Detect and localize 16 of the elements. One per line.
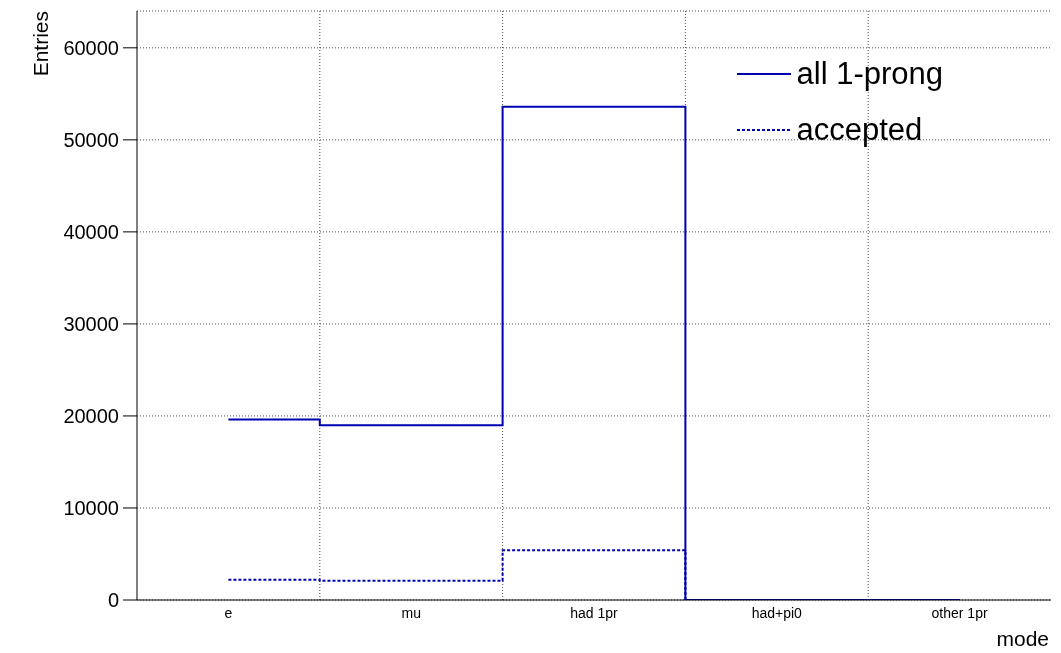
- y-tick-label: 10000: [63, 497, 119, 520]
- y-axis-title: Entries: [29, 11, 52, 77]
- x-tick-label: other 1pr: [931, 604, 988, 621]
- y-tick-label: 20000: [63, 405, 119, 428]
- x-tick-label: e: [224, 604, 233, 621]
- y-tick-label: 40000: [63, 220, 119, 243]
- x-tick-label: had+pi0: [751, 604, 803, 621]
- y-tick-label: 60000: [63, 36, 119, 59]
- y-tick-label: 50000: [63, 128, 119, 151]
- x-axis-title: mode: [996, 627, 1049, 650]
- x-tick-label: had 1pr: [570, 604, 619, 621]
- y-tick-label: 30000: [63, 313, 119, 336]
- y-tick-label: 0: [107, 589, 119, 612]
- legend-label: accepted: [796, 112, 923, 148]
- x-tick-label: mu: [401, 604, 421, 621]
- legend-label: all 1-prong: [796, 56, 943, 92]
